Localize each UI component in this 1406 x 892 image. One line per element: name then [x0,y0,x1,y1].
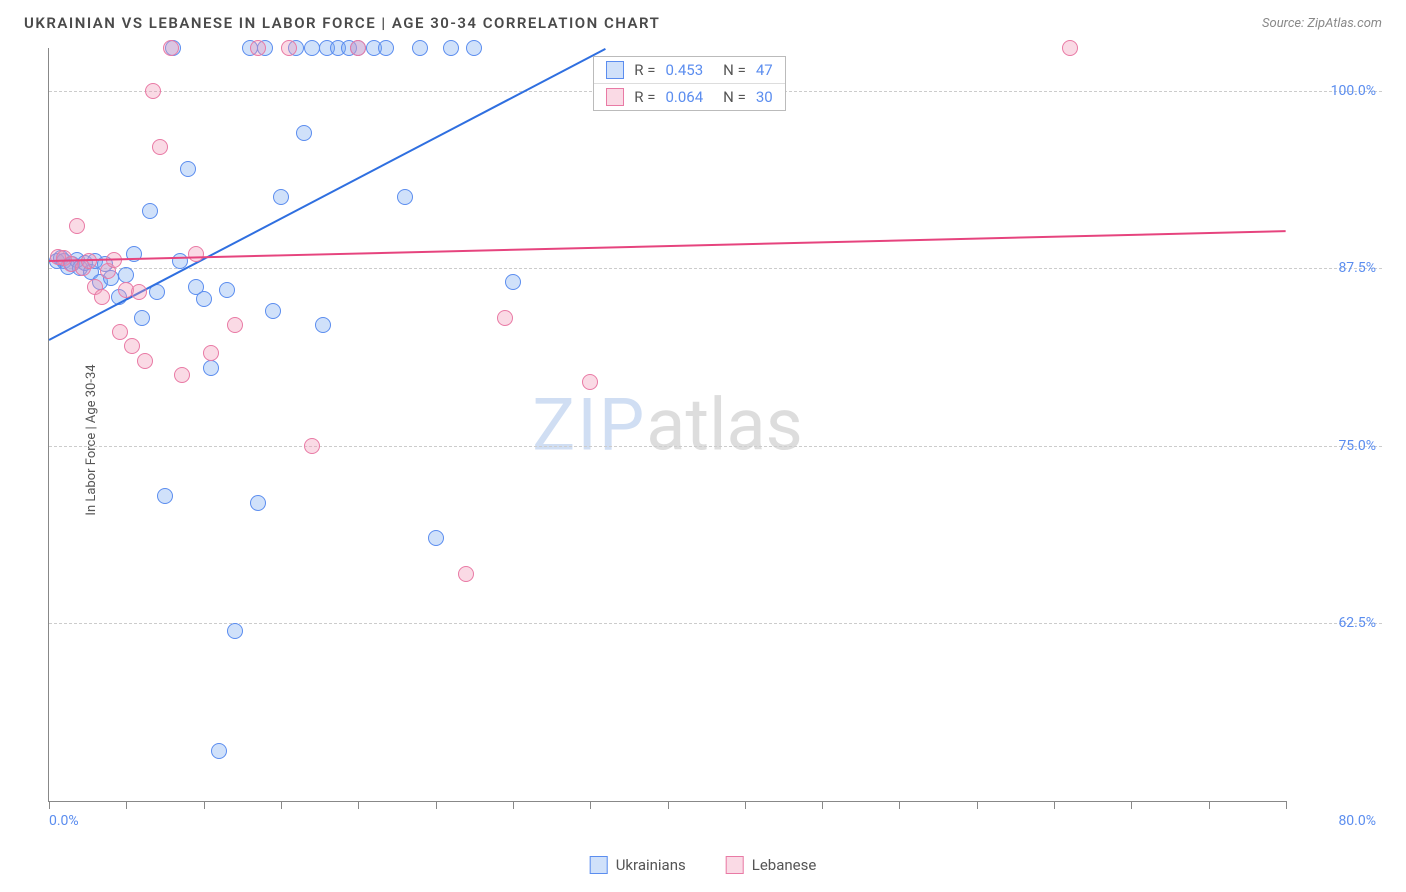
x-tick [126,801,127,809]
trend-line [49,230,1286,262]
data-point [265,303,281,319]
x-tick [977,801,978,809]
data-point [219,282,235,298]
n-label: N = [723,61,746,79]
source-label: Source: ZipAtlas.com [1262,16,1382,31]
data-point [304,438,320,454]
x-axis-max-label: 80.0% [1338,813,1376,829]
legend-item-lebanese: Lebanese [726,856,817,874]
data-point [174,367,190,383]
data-point [296,125,312,141]
data-point [112,324,128,340]
swatch-icon [606,61,624,79]
data-point [211,743,227,759]
legend-label-lebanese: Lebanese [752,856,817,874]
data-point [350,40,366,56]
data-point [152,139,168,155]
data-point [304,40,320,56]
r-value: 0.453 [665,61,703,79]
gridline-h [49,446,1382,447]
data-point [188,246,204,262]
data-point [203,360,219,376]
x-tick [358,801,359,809]
data-point [124,338,140,354]
data-point [378,40,394,56]
x-tick [745,801,746,809]
chart-container: In Labor Force | Age 30-34 ZIPatlas 62.5… [48,48,1382,832]
data-point [443,40,459,56]
data-point [1062,40,1078,56]
data-point [180,161,196,177]
data-point [94,289,110,305]
n-value: 30 [756,88,773,106]
data-point [131,284,147,300]
swatch-ukrainians [590,856,608,874]
x-tick [668,801,669,809]
data-point [203,345,219,361]
x-tick [49,801,50,809]
watermark-atlas: atlas [646,382,803,467]
data-point [142,203,158,219]
x-tick [281,801,282,809]
x-tick [1054,801,1055,809]
swatch-icon [606,88,624,106]
y-tick-label: 100.0% [1296,83,1376,99]
swatch-lebanese [726,856,744,874]
x-axis-min-label: 0.0% [49,813,79,829]
data-point [227,317,243,333]
x-tick [899,801,900,809]
data-point [582,374,598,390]
x-tick [822,801,823,809]
data-point [227,623,243,639]
data-point [412,40,428,56]
data-point [315,317,331,333]
legend-label-ukrainians: Ukrainians [616,856,686,874]
gridline-h [49,268,1382,269]
data-point [157,488,173,504]
y-tick-label: 62.5% [1296,615,1376,631]
data-point [273,189,289,205]
data-point [466,40,482,56]
x-tick [1131,801,1132,809]
r-value: 0.064 [665,88,703,106]
watermark: ZIPatlas [532,382,803,467]
data-point [163,40,179,56]
data-point [497,310,513,326]
stats-legend-row: R = 0.064 N = 30 [594,84,784,110]
data-point [458,566,474,582]
stats-legend: R = 0.453 N = 47 R = 0.064 N = 30 [593,56,785,111]
chart-title: UKRAINIAN VS LEBANESE IN LABOR FORCE | A… [24,14,660,32]
x-tick [1209,801,1210,809]
y-tick-label: 75.0% [1296,438,1376,454]
n-value: 47 [756,61,773,79]
x-tick [513,801,514,809]
y-tick-label: 87.5% [1296,260,1376,276]
r-label: R = [634,88,655,106]
n-label: N = [723,88,746,106]
data-point [428,530,444,546]
x-tick [1286,801,1287,809]
legend-item-ukrainians: Ukrainians [590,856,686,874]
plot-area: ZIPatlas 62.5%75.0%87.5%100.0%0.0%80.0%R… [48,48,1286,802]
data-point [196,291,212,307]
x-tick [590,801,591,809]
data-point [137,353,153,369]
watermark-zip: ZIP [532,382,646,467]
data-point [281,40,297,56]
r-label: R = [634,61,655,79]
data-point [505,274,521,290]
data-point [250,495,266,511]
data-point [250,40,266,56]
data-point [145,83,161,99]
x-tick [436,801,437,809]
x-tick [204,801,205,809]
gridline-h [49,623,1382,624]
bottom-legend: Ukrainians Lebanese [590,856,817,874]
data-point [134,310,150,326]
data-point [69,218,85,234]
stats-legend-row: R = 0.453 N = 47 [594,57,784,84]
data-point [397,189,413,205]
